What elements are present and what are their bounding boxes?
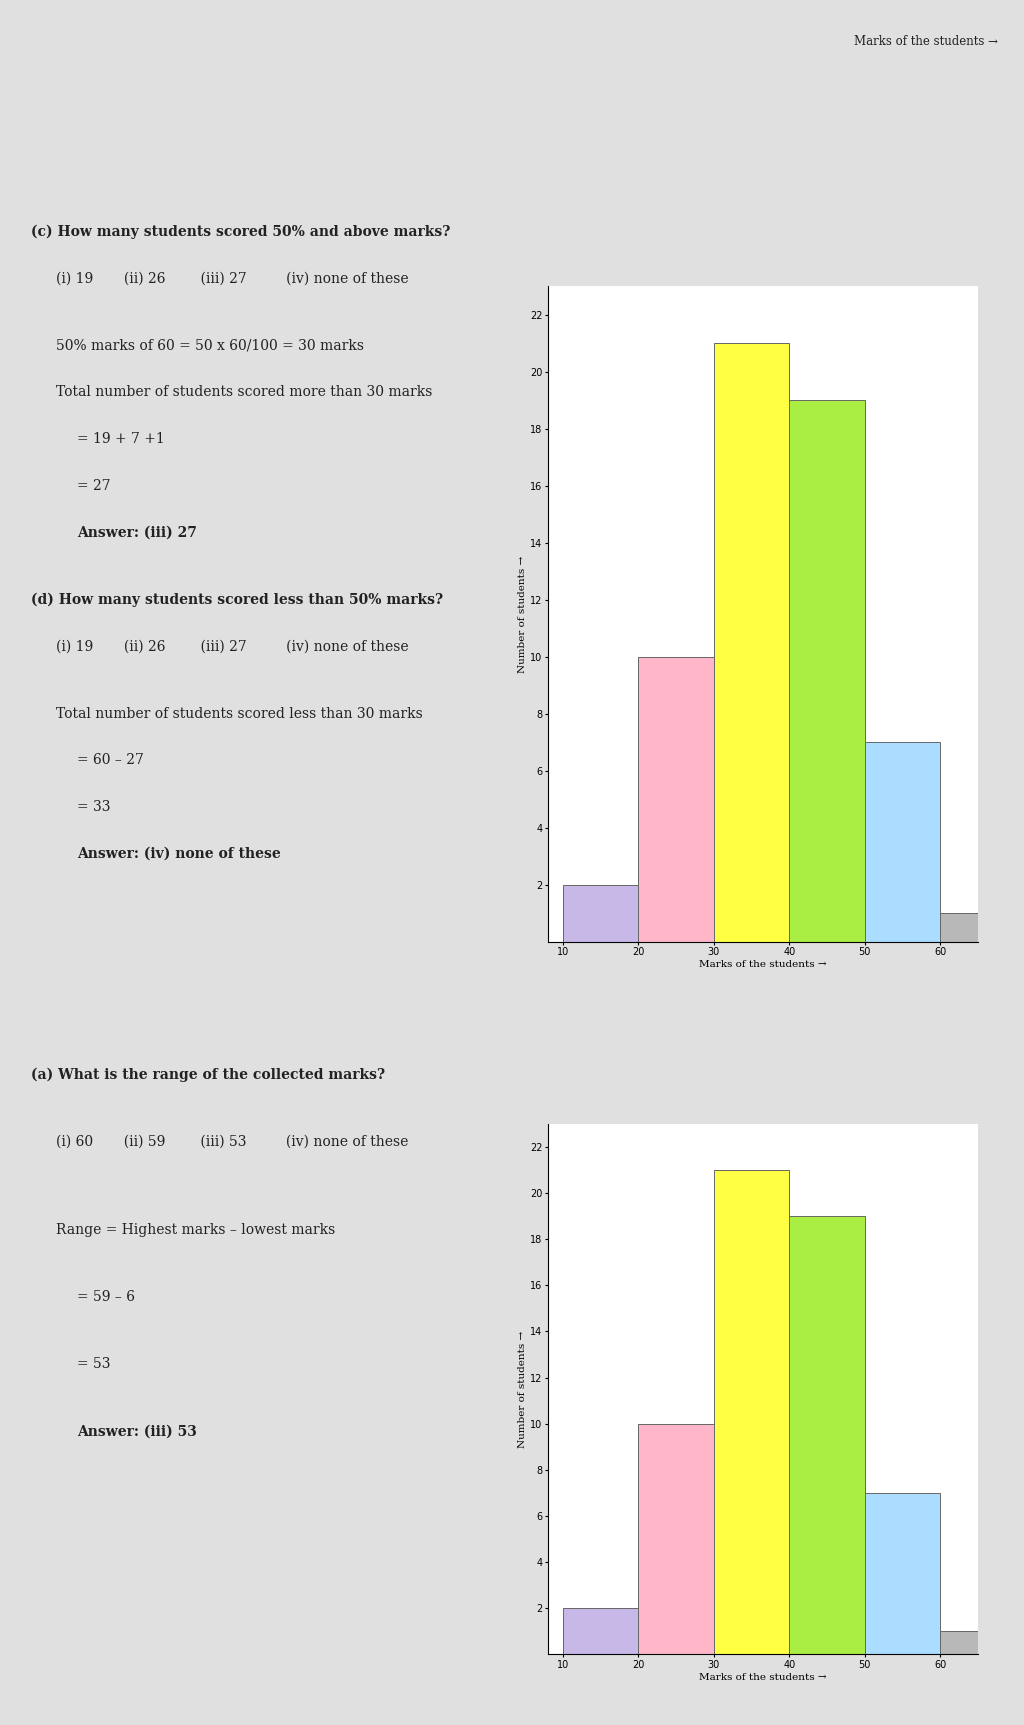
Text: = 27: = 27 bbox=[77, 480, 111, 493]
Bar bbox=[714, 343, 790, 942]
Text: (a) What is the range of the collected marks?: (a) What is the range of the collected m… bbox=[31, 1068, 385, 1082]
Text: (d) How many students scored less than 50% marks?: (d) How many students scored less than 5… bbox=[31, 593, 442, 607]
Text: Answer: (iii) 27: Answer: (iii) 27 bbox=[77, 526, 197, 540]
Text: = 19 + 7 +1: = 19 + 7 +1 bbox=[77, 433, 165, 447]
Text: (c) How many students scored 50% and above marks?: (c) How many students scored 50% and abo… bbox=[31, 224, 451, 240]
Text: Total number of students scored less than 30 marks: Total number of students scored less tha… bbox=[56, 707, 423, 721]
Y-axis label: Number of students →: Number of students → bbox=[518, 555, 527, 673]
Text: Total number of students scored more than 30 marks: Total number of students scored more tha… bbox=[56, 385, 433, 400]
Text: Marks of the students →: Marks of the students → bbox=[854, 34, 998, 48]
Bar bbox=[940, 1632, 1016, 1654]
Text: = 53: = 53 bbox=[77, 1358, 111, 1371]
X-axis label: Marks of the students →: Marks of the students → bbox=[699, 961, 826, 969]
Bar bbox=[638, 1423, 714, 1654]
Text: = 33: = 33 bbox=[77, 800, 111, 814]
Text: (i) 19       (ii) 26        (iii) 27         (iv) none of these: (i) 19 (ii) 26 (iii) 27 (iv) none of the… bbox=[56, 271, 409, 286]
X-axis label: Marks of the students →: Marks of the students → bbox=[699, 1673, 826, 1682]
Text: (i) 60       (ii) 59        (iii) 53         (iv) none of these: (i) 60 (ii) 59 (iii) 53 (iv) none of the… bbox=[56, 1135, 409, 1149]
Text: (i) 19       (ii) 26        (iii) 27         (iv) none of these: (i) 19 (ii) 26 (iii) 27 (iv) none of the… bbox=[56, 640, 409, 654]
Bar bbox=[864, 742, 940, 942]
Text: Answer: (iii) 53: Answer: (iii) 53 bbox=[77, 1425, 197, 1439]
Bar bbox=[790, 400, 864, 942]
Text: 50% marks of 60 = 50 x 60/100 = 30 marks: 50% marks of 60 = 50 x 60/100 = 30 marks bbox=[56, 338, 365, 354]
Text: Answer: (iv) none of these: Answer: (iv) none of these bbox=[77, 847, 281, 861]
Bar bbox=[790, 1216, 864, 1654]
Text: = 60 – 27: = 60 – 27 bbox=[77, 754, 143, 768]
Bar bbox=[864, 1492, 940, 1654]
Text: Range = Highest marks – lowest marks: Range = Highest marks – lowest marks bbox=[56, 1223, 336, 1237]
Bar bbox=[714, 1170, 790, 1654]
Bar bbox=[940, 913, 1016, 942]
Y-axis label: Number of students →: Number of students → bbox=[518, 1330, 527, 1447]
Bar bbox=[563, 1608, 638, 1654]
Text: = 59 – 6: = 59 – 6 bbox=[77, 1290, 135, 1304]
Bar bbox=[563, 885, 638, 942]
Bar bbox=[638, 657, 714, 942]
